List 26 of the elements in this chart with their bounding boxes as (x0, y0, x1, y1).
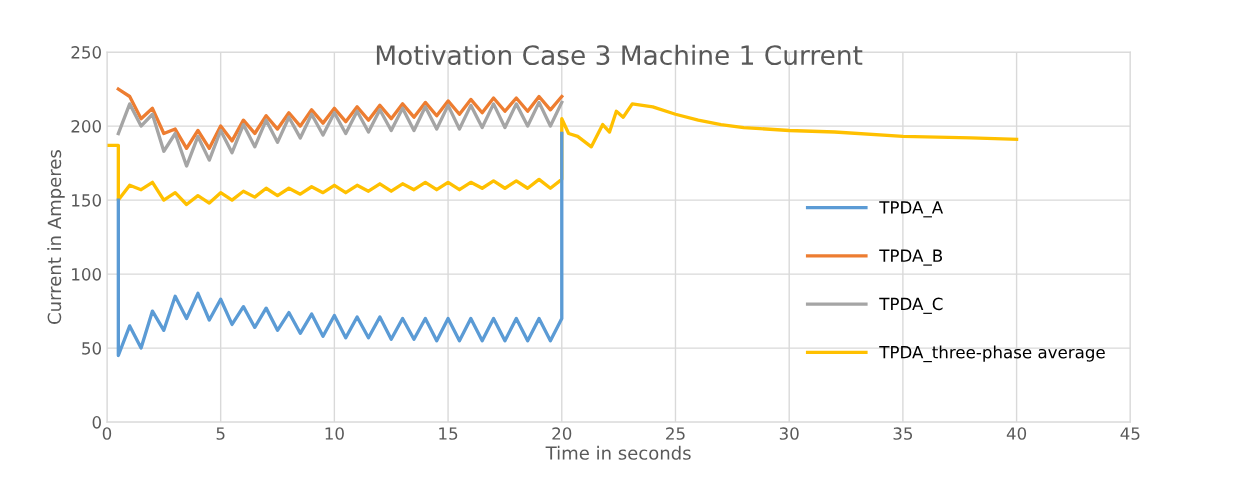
y-tick-label: 100 (72, 268, 101, 281)
y-tick-label: 50 (82, 342, 101, 355)
y-axis-title: Current in Amperes (47, 150, 65, 324)
x-tick-label: 40 (1006, 427, 1027, 440)
x-tick-label: 25 (666, 427, 685, 440)
legend-label: TPDA_three-phase average (879, 345, 1105, 363)
chart-title: Motivation Case 3 Machine 1 Current (376, 44, 863, 66)
y-tick-label: 250 (71, 46, 101, 59)
x-tick-label: 35 (893, 427, 913, 440)
line-series (116, 100, 564, 168)
x-tick-label: 5 (216, 427, 225, 440)
x-tick-label: 0 (102, 427, 112, 440)
legend-label: TPDA_B (879, 249, 943, 266)
legend-label: TPDA_A (879, 201, 944, 218)
y-tick-label: 0 (92, 416, 101, 429)
x-tick-label: 20 (552, 427, 572, 440)
line-series (116, 87, 564, 150)
x-tick-label: 15 (439, 427, 458, 440)
x-tick-label: 45 (1120, 427, 1140, 440)
x-tick-label: 30 (779, 427, 799, 440)
line-series (116, 131, 564, 358)
x-axis-title: Time in seconds (545, 445, 691, 460)
y-tick-label: 200 (71, 120, 101, 133)
legend-label: TPDA_C (879, 297, 943, 314)
y-tick-label: 150 (72, 194, 101, 207)
x-tick-label: 10 (325, 427, 344, 440)
